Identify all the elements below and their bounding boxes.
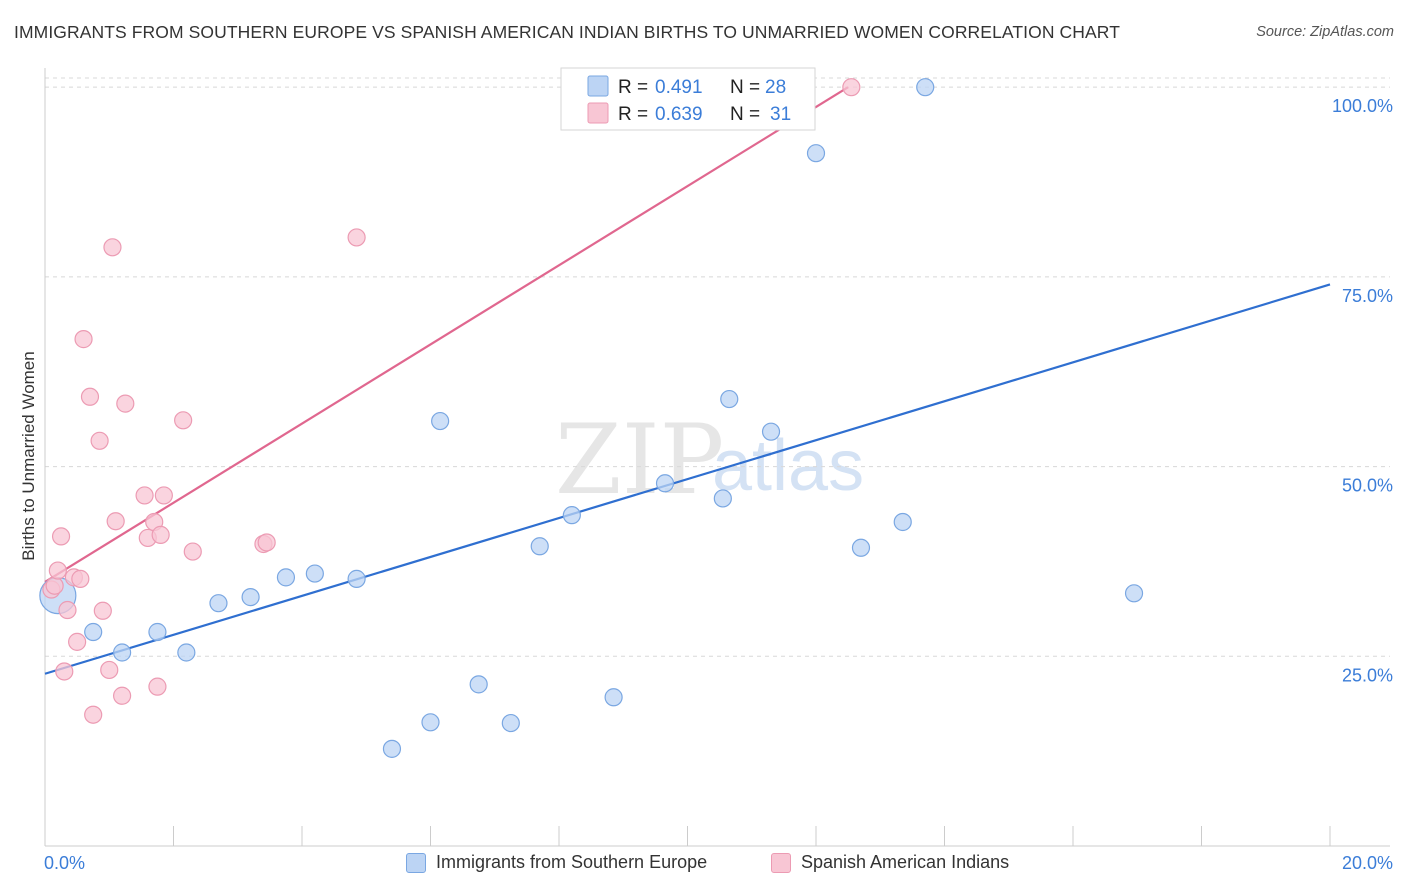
point-southern-europe xyxy=(177,643,196,662)
y-tick-label: 25.0% xyxy=(1342,665,1393,685)
point-southern-europe xyxy=(893,512,912,532)
x-tick-labels: 0.0% 20.0% xyxy=(44,853,1393,873)
point-spanish-american-indians xyxy=(347,228,366,247)
point-southern-europe xyxy=(209,594,228,613)
point-spanish-american-indians xyxy=(116,394,135,413)
legend-r-label: R = xyxy=(618,77,648,98)
watermark-zip: ZIP xyxy=(555,404,724,516)
point-spanish-american-indians xyxy=(103,238,122,257)
legend-n-value: 28 xyxy=(765,77,786,98)
point-spanish-american-indians xyxy=(68,632,87,651)
point-spanish-american-indians xyxy=(48,561,67,580)
point-spanish-american-indians xyxy=(80,387,100,406)
legend-label: Immigrants from Southern Europe xyxy=(436,852,708,872)
point-spanish-american-indians xyxy=(154,486,173,505)
legend-item-southern-europe: Immigrants from Southern Europe xyxy=(406,852,707,873)
point-spanish-american-indians xyxy=(71,569,90,588)
point-southern-europe xyxy=(916,78,935,97)
point-southern-europe xyxy=(276,568,296,587)
legend-n-label: N = xyxy=(730,77,760,98)
legend-n-label: N = xyxy=(730,104,760,125)
point-spanish-american-indians xyxy=(106,512,125,531)
y-tick-label: 100.0% xyxy=(1332,96,1393,116)
point-southern-europe xyxy=(469,675,488,694)
trendline-spanish-american-indians xyxy=(44,86,849,583)
point-southern-europe xyxy=(148,622,167,642)
series-legend: Immigrants from Southern Europe Spanish … xyxy=(0,850,1406,880)
legend-label: Spanish American Indians xyxy=(801,852,1010,872)
y-tick-label: 75.0% xyxy=(1342,286,1393,306)
legend-n-value: 31 xyxy=(770,104,791,125)
legend-swatch xyxy=(771,852,791,873)
y-tick-labels: 25.0% 50.0% 75.0% 100.0% xyxy=(1332,96,1393,685)
point-southern-europe xyxy=(305,564,324,583)
correlation-legend: R = 0.491 N = 28 R = 0.639 N = 31 xyxy=(560,67,816,131)
axes xyxy=(44,68,1390,847)
legend-swatch-pink xyxy=(587,102,609,124)
point-spanish-american-indians xyxy=(151,525,170,544)
point-southern-europe xyxy=(1124,584,1144,603)
point-southern-europe xyxy=(713,489,732,508)
legend-swatch xyxy=(406,852,426,873)
point-spanish-american-indians xyxy=(58,600,77,620)
point-southern-europe xyxy=(604,688,623,707)
point-spanish-american-indians xyxy=(74,330,93,349)
scatter-points xyxy=(39,78,1144,758)
point-spanish-american-indians xyxy=(90,431,109,450)
source-label: Source: ZipAtlas.com xyxy=(1256,24,1394,40)
point-southern-europe xyxy=(347,569,366,588)
watermark: ZIP atlas xyxy=(555,404,864,516)
point-spanish-american-indians xyxy=(842,78,861,97)
point-spanish-american-indians xyxy=(51,527,71,546)
point-spanish-american-indians xyxy=(45,576,64,595)
point-spanish-american-indians xyxy=(135,486,154,505)
trendline-southern-europe xyxy=(44,283,1331,675)
point-spanish-american-indians xyxy=(93,601,112,620)
point-southern-europe xyxy=(655,474,675,493)
legend-r-label: R = xyxy=(618,104,648,125)
point-southern-europe xyxy=(501,713,520,733)
point-southern-europe xyxy=(241,588,260,607)
point-southern-europe xyxy=(530,537,549,556)
point-southern-europe xyxy=(421,713,440,732)
point-spanish-american-indians xyxy=(183,542,202,561)
chart-title: IMMIGRANTS FROM SOUTHERN EUROPE VS SPANI… xyxy=(14,22,1120,42)
point-southern-europe xyxy=(562,506,581,525)
watermark-atlas: atlas xyxy=(712,426,864,506)
point-spanish-american-indians xyxy=(257,533,276,552)
point-spanish-american-indians xyxy=(84,705,103,724)
point-southern-europe xyxy=(806,144,826,163)
point-southern-europe xyxy=(431,411,450,431)
point-spanish-american-indians xyxy=(55,662,74,681)
x-tick-label: 0.0% xyxy=(44,853,85,873)
y-axis-label: Births to Unmarried Women xyxy=(19,351,38,560)
point-spanish-american-indians xyxy=(174,411,193,430)
point-spanish-american-indians xyxy=(112,686,132,705)
y-tick-label: 50.0% xyxy=(1342,476,1393,496)
legend-r-value: 0.491 xyxy=(655,77,703,98)
point-southern-europe xyxy=(720,389,739,409)
point-southern-europe xyxy=(112,643,132,662)
gridlines xyxy=(45,77,1390,657)
point-southern-europe xyxy=(382,739,402,758)
point-spanish-american-indians xyxy=(100,660,119,680)
point-southern-europe xyxy=(84,622,103,642)
legend-swatch-blue xyxy=(587,75,609,97)
legend-r-value: 0.639 xyxy=(655,104,703,125)
trendlines xyxy=(44,86,1331,675)
legend-item-spanish-american-indians: Spanish American Indians xyxy=(771,852,1009,873)
point-southern-europe xyxy=(761,422,781,441)
x-tick-label: 20.0% xyxy=(1342,853,1393,873)
point-southern-europe xyxy=(851,538,871,557)
point-spanish-american-indians xyxy=(148,677,167,696)
